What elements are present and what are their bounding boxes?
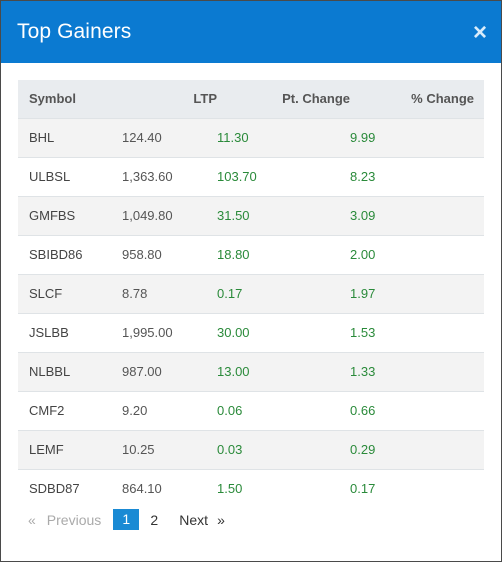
cell-pct-change: 8.23	[350, 156, 484, 196]
cell-pct-change: 0.66	[350, 390, 484, 430]
cell-pt-change: 0.06	[217, 390, 350, 430]
page-1-button[interactable]: 1	[113, 509, 140, 530]
cell-pct-change: 2.00	[350, 234, 484, 274]
cell-pct-change: 9.99	[350, 117, 484, 157]
page-2-button[interactable]: 2	[150, 511, 159, 528]
cell-pct-change: 1.33	[350, 351, 484, 391]
previous-arrow-icon: «	[28, 511, 36, 528]
close-icon[interactable]: ×	[472, 19, 487, 46]
table-row[interactable]: SDBD87 864.10 1.50 0.17	[18, 468, 484, 508]
previous-page-link[interactable]: Previous	[46, 511, 102, 528]
cell-pt-change: 13.00	[217, 351, 350, 391]
cell-pct-change: 0.17	[350, 468, 484, 508]
table-row[interactable]: BHL 124.40 11.30 9.99	[18, 117, 484, 157]
table-row[interactable]: ULBSL 1,363.60 103.70 8.23	[18, 156, 484, 196]
cell-symbol: CMF2	[18, 390, 122, 430]
modal-title: Top Gainers	[17, 20, 132, 43]
cell-ltp: 1,363.60	[122, 156, 217, 196]
table-row[interactable]: LEMF 10.25 0.03 0.29	[18, 429, 484, 469]
cell-ltp: 1,049.80	[122, 195, 217, 235]
cell-pt-change: 103.70	[217, 156, 350, 196]
cell-pt-change: 11.30	[217, 117, 350, 157]
table-row[interactable]: GMFBS 1,049.80 31.50 3.09	[18, 195, 484, 235]
cell-symbol: SBIBD86	[18, 234, 122, 274]
cell-pct-change: 1.53	[350, 312, 484, 352]
table-row[interactable]: SLCF 8.78 0.17 1.97	[18, 273, 484, 313]
table-row[interactable]: CMF2 9.20 0.06 0.66	[18, 390, 484, 430]
column-header-symbol[interactable]: Symbol	[29, 91, 76, 107]
cell-pt-change: 31.50	[217, 195, 350, 235]
next-arrow-icon[interactable]: »	[217, 511, 225, 528]
cell-pt-change: 18.80	[217, 234, 350, 274]
cell-symbol: LEMF	[18, 429, 122, 469]
table-header-row: Symbol LTP Pt. Change % Change	[18, 80, 484, 118]
cell-symbol: ULBSL	[18, 156, 122, 196]
cell-ltp: 124.40	[122, 117, 217, 157]
cell-ltp: 9.20	[122, 390, 217, 430]
cell-pt-change: 1.50	[217, 468, 350, 508]
cell-symbol: GMFBS	[18, 195, 122, 235]
column-header-ltp[interactable]: LTP	[193, 91, 217, 107]
cell-pt-change: 30.00	[217, 312, 350, 352]
cell-pct-change: 3.09	[350, 195, 484, 235]
cell-ltp: 1,995.00	[122, 312, 217, 352]
cell-ltp: 10.25	[122, 429, 217, 469]
modal-header: Top Gainers ×	[1, 1, 501, 63]
table-row[interactable]: JSLBB 1,995.00 30.00 1.53	[18, 312, 484, 352]
cell-ltp: 8.78	[122, 273, 217, 313]
cell-ltp: 987.00	[122, 351, 217, 391]
table-row[interactable]: SBIBD86 958.80 18.80 2.00	[18, 234, 484, 274]
cell-symbol: SLCF	[18, 273, 122, 313]
cell-symbol: BHL	[18, 117, 122, 157]
gainers-table: Symbol LTP Pt. Change % Change BHL 124.40…	[18, 80, 484, 508]
cell-ltp: 864.10	[122, 468, 217, 508]
cell-symbol: SDBD87	[18, 468, 122, 508]
table-row[interactable]: NLBBL 987.00 13.00 1.33	[18, 351, 484, 391]
table-body: BHL 124.40 11.30 9.99 ULBSL 1,363.60 103.70 8.2…	[18, 117, 484, 508]
cell-symbol: NLBBL	[18, 351, 122, 391]
cell-pct-change: 0.29	[350, 429, 484, 469]
cell-pt-change: 0.03	[217, 429, 350, 469]
cell-symbol: JSLBB	[18, 312, 122, 352]
column-header-pt-change[interactable]: Pt. Change	[282, 91, 350, 107]
cell-pt-change: 0.17	[217, 273, 350, 313]
gainers-table-wrapper: Symbol LTP Pt. Change % Change BHL 124.40…	[18, 80, 484, 508]
cell-ltp: 958.80	[122, 234, 217, 274]
pagination: « Previous 1 2 Next »	[28, 509, 225, 530]
cell-pct-change: 1.97	[350, 273, 484, 313]
column-header-pct-change[interactable]: % Change	[411, 91, 474, 107]
next-page-link[interactable]: Next	[179, 511, 209, 528]
